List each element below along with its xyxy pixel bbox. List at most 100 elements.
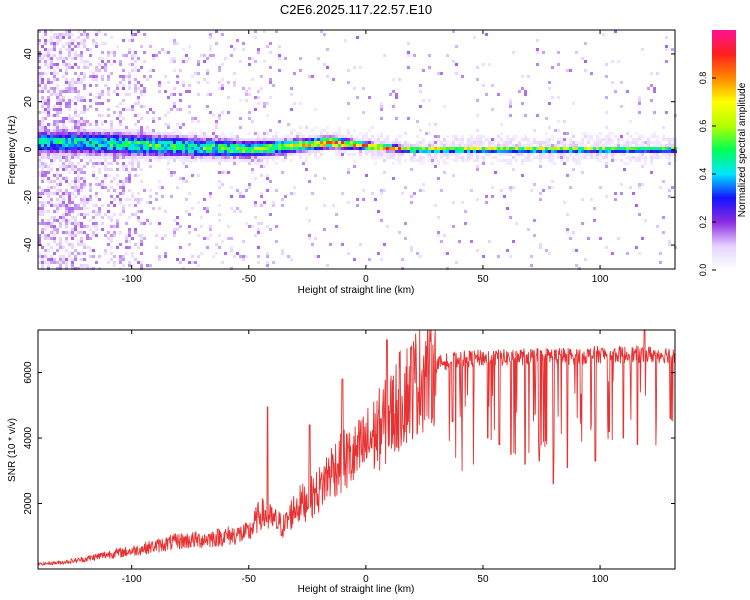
heatmap-cell [584, 258, 587, 261]
heatmap-cell [347, 147, 350, 150]
heatmap-cell [434, 156, 437, 159]
heatmap-cell [638, 159, 641, 162]
heatmap-cell [380, 117, 383, 120]
heatmap-cell [434, 141, 437, 144]
heatmap-cell [41, 231, 44, 234]
heatmap-cell [413, 159, 416, 162]
heatmap-cell [164, 234, 167, 237]
heatmap-cell [365, 135, 368, 138]
heatmap-cell [65, 141, 68, 144]
heatmap-cell [284, 159, 287, 162]
heatmap-cell [83, 180, 86, 183]
heatmap-cell [386, 225, 389, 228]
heatmap-cell [296, 153, 299, 156]
heatmap-cell [68, 54, 71, 57]
heatmap-cell [563, 141, 566, 144]
heatmap-cell [74, 147, 77, 150]
heatmap-cell [638, 96, 641, 99]
heatmap-cell [44, 60, 47, 63]
heatmap-cell [137, 57, 140, 60]
heatmap-cell [446, 54, 449, 57]
heatmap-cell [275, 135, 278, 138]
heatmap-cell [77, 54, 80, 57]
heatmap-cell [137, 102, 140, 105]
heatmap-cell [128, 264, 131, 267]
heatmap-cell [314, 147, 317, 150]
heatmap-cell [230, 135, 233, 138]
heatmap-cell [659, 261, 662, 264]
heatmap-cell [242, 153, 245, 156]
heatmap-cell [371, 141, 374, 144]
heatmap-cell [62, 231, 65, 234]
heatmap-cell [50, 192, 53, 195]
heatmap-cell [596, 138, 599, 141]
heatmap-cell [386, 144, 389, 147]
heatmap-cell [626, 141, 629, 144]
heatmap-cell [626, 144, 629, 147]
heatmap-cell [83, 195, 86, 198]
heatmap-cell [68, 147, 71, 150]
heatmap-cell [416, 135, 419, 138]
heatmap-cell [332, 138, 335, 141]
heatmap-cell [74, 114, 77, 117]
heatmap-cell [362, 141, 365, 144]
heatmap-cell [167, 144, 170, 147]
heatmap-cell [587, 135, 590, 138]
heatmap-cell [98, 63, 101, 66]
heatmap-cell [80, 135, 83, 138]
heatmap-cell [89, 93, 92, 96]
heatmap-cell [236, 39, 239, 42]
heatmap-cell [347, 201, 350, 204]
heatmap-cell [83, 72, 86, 75]
heatmap-cell [209, 135, 212, 138]
heatmap-cell [197, 234, 200, 237]
heatmap-cell [62, 261, 65, 264]
heatmap-cell [146, 126, 149, 129]
heatmap-cell [206, 156, 209, 159]
heatmap-cell [167, 132, 170, 135]
heatmap-cell [548, 87, 551, 90]
heatmap-cell [65, 225, 68, 228]
heatmap-cell [53, 252, 56, 255]
heatmap-cell [59, 141, 62, 144]
heatmap-cell [368, 129, 371, 132]
heatmap-cell [59, 96, 62, 99]
heatmap-cell [38, 255, 41, 258]
heatmap-cell [437, 177, 440, 180]
heatmap-cell [563, 132, 566, 135]
heatmap-cell [458, 150, 461, 153]
heatmap-cell [575, 147, 578, 150]
heatmap-cell [107, 108, 110, 111]
heatmap-cell [383, 54, 386, 57]
heatmap-cell [437, 216, 440, 219]
heatmap-cell [596, 153, 599, 156]
heatmap-cell [119, 129, 122, 132]
heatmap-cell [65, 240, 68, 243]
heatmap-cell [557, 156, 560, 159]
heatmap-cell [212, 144, 215, 147]
heatmap-cell [59, 39, 62, 42]
heatmap-cell [80, 237, 83, 240]
heatmap-cell [122, 255, 125, 258]
heatmap-cell [608, 138, 611, 141]
heatmap-cell [665, 45, 668, 48]
heatmap-cell [665, 150, 668, 153]
heatmap-cell [665, 36, 668, 39]
heatmap-cell [488, 138, 491, 141]
heatmap-cell [263, 153, 266, 156]
heatmap-cell [218, 69, 221, 72]
heatmap-cell [542, 144, 545, 147]
heatmap-cell [314, 150, 317, 153]
heatmap-cell [260, 144, 263, 147]
heatmap-cell [50, 135, 53, 138]
heatmap-cell [47, 105, 50, 108]
heatmap-cell [314, 153, 317, 156]
colorbar-tick-label: 0.2 [698, 216, 708, 229]
heatmap-cell [569, 153, 572, 156]
heatmap-cell [68, 165, 71, 168]
heatmap-cell [521, 150, 524, 153]
heatmap-cell [656, 72, 659, 75]
heatmap-cell [461, 150, 464, 153]
heatmap-cell [509, 186, 512, 189]
heatmap-cell [191, 255, 194, 258]
